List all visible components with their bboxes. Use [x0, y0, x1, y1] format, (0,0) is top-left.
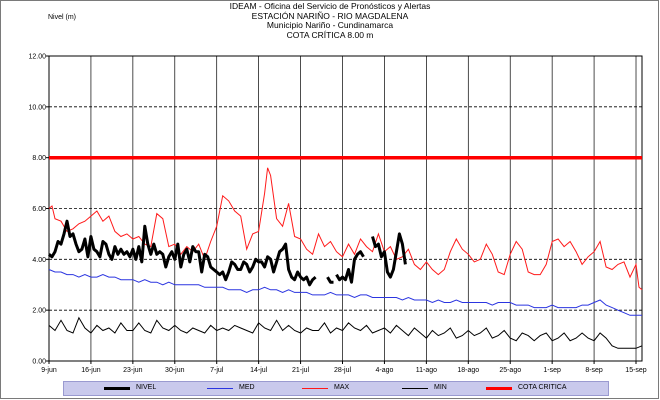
y-tick-label: 0.00 — [32, 359, 46, 366]
legend-label-min: MIN — [434, 384, 447, 391]
x-tick-label: 25-ago — [499, 367, 521, 374]
x-tick-label: 11-ago — [416, 367, 437, 374]
legend-label-cota-critica: COTA CRITICA — [518, 384, 567, 391]
x-tick-label: 30-jun — [165, 367, 185, 374]
legend-swatch-med — [207, 388, 233, 389]
title-line-1: IDEAM - Oficina del Servicio de Pronósti… — [229, 1, 431, 11]
y-tick-label: 10.00 — [28, 104, 46, 111]
series-line-med — [48, 269, 642, 316]
y-tick-label: 12.00 — [28, 54, 46, 61]
x-tick-label: 18-ago — [457, 367, 479, 374]
x-tick-label: 1-sep — [543, 367, 561, 374]
y-tick-label: 6.00 — [32, 206, 46, 213]
series-line-nivel — [48, 219, 317, 287]
x-tick-label: 16-jun — [81, 367, 101, 374]
line-chart: 0.00 2.00 4.00 6.00 8.00 10.00 12.00 9-jun 16-ju… — [28, 54, 647, 375]
legend-swatch-min — [402, 388, 428, 389]
x-tick-label: 15-sep — [625, 367, 647, 374]
legend-swatch-max — [302, 388, 328, 389]
x-tick-label: 4-ago — [375, 367, 393, 374]
legend-swatch-cota-critica — [486, 387, 512, 390]
series-line-nivel — [326, 276, 334, 284]
x-tick-label: 14-jul — [250, 367, 268, 374]
legend-swatch-nivel — [104, 387, 130, 390]
legend-label-med: MED — [239, 384, 255, 391]
series-line-nivel — [335, 250, 365, 284]
legend-label-max: MAX — [334, 384, 350, 391]
x-tick-label: 9-jun — [41, 367, 57, 374]
series-line-nivel — [371, 232, 407, 279]
title-line-3: Municipio Nariño - Cundinamarca — [266, 20, 394, 30]
legend: NIVEL MED MAX MIN COTA CRITICA — [63, 381, 609, 396]
x-tick-label: 8-sep — [585, 367, 603, 374]
legend-label-nivel: NIVEL — [136, 384, 157, 391]
y-axis-label: Nivel (m) — [48, 14, 76, 21]
title-line-2: ESTACIÓN NARIÑO - RIO MAGDALENA — [251, 10, 409, 21]
title-line-4: COTA CRÍTICA 8.00 m — [286, 29, 374, 40]
chart-title: IDEAM - Oficina del Servicio de Pronósti… — [0, 1, 660, 40]
y-tick-label: 8.00 — [32, 155, 46, 162]
series-line-min — [48, 316, 643, 349]
y-tick-label: 2.00 — [32, 308, 46, 315]
x-tick-label: 21-jul — [292, 367, 310, 374]
x-tick-label: 23-jun — [123, 367, 143, 374]
x-tick-label: 7-jul — [210, 367, 224, 374]
y-tick-label: 4.00 — [32, 257, 46, 264]
x-tick-label: 28-jul — [334, 367, 352, 374]
